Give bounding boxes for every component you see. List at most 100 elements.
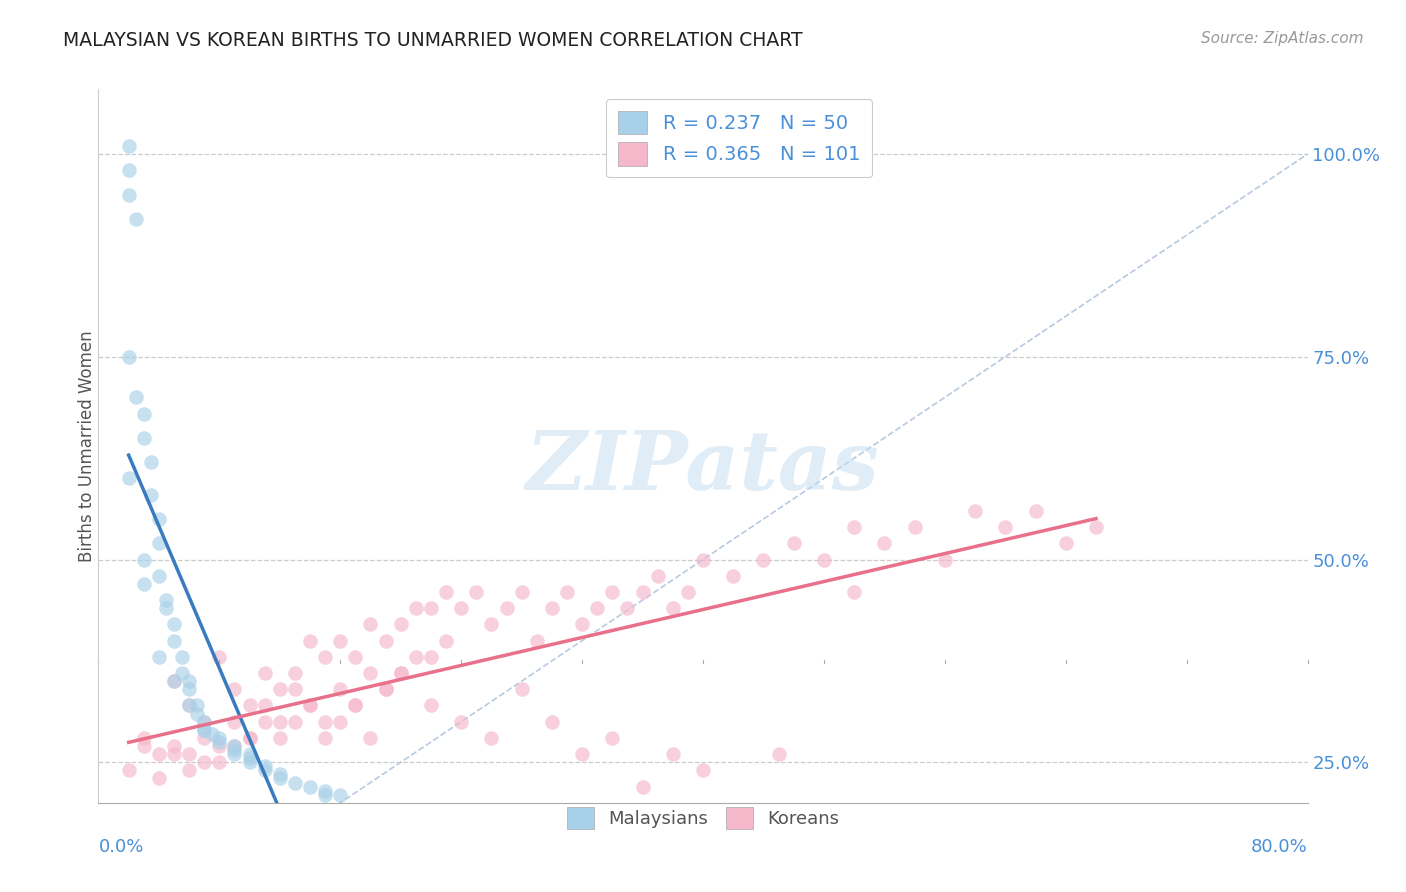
Point [239,731,262,745]
Point [118,764,141,778]
Point [299,633,322,648]
Text: Source: ZipAtlas.com: Source: ZipAtlas.com [1201,31,1364,46]
Point [661,601,683,615]
Point [813,552,835,566]
Point [193,731,215,745]
Point [389,666,412,681]
Point [208,649,231,664]
Point [314,731,336,745]
Point [540,601,562,615]
Point [224,714,246,729]
Point [374,682,396,697]
Point [723,568,745,582]
Point [179,674,201,689]
Point [148,536,170,550]
Point [193,756,215,770]
Point [253,714,276,729]
Point [329,682,352,697]
Point [155,593,177,607]
Point [299,780,322,794]
Point [269,767,291,781]
Point [253,698,276,713]
Point [692,764,714,778]
Point [132,577,155,591]
Point [602,585,624,599]
Point [420,698,443,713]
Point [405,649,427,664]
Point [314,649,336,664]
Point [132,731,155,745]
Point [208,731,231,745]
Point [224,747,246,761]
Point [555,585,578,599]
Point [163,739,186,753]
Point [374,682,396,697]
Point [360,731,382,745]
Point [163,674,186,689]
Point [481,731,503,745]
Point [481,617,503,632]
Point [510,682,533,697]
Point [239,698,262,713]
Point [179,747,201,761]
Point [208,739,231,753]
Point [269,682,291,697]
Point [179,698,201,713]
Text: 0.0%: 0.0% [98,838,143,856]
Point [994,520,1017,534]
Point [389,666,412,681]
Point [148,649,170,664]
Point [586,601,609,615]
Point [571,747,593,761]
Point [253,764,276,778]
Point [186,706,208,721]
Point [163,633,186,648]
Point [141,455,163,469]
Point [934,552,956,566]
Point [163,674,186,689]
Point [179,764,201,778]
Point [344,698,367,713]
Point [118,471,141,485]
Point [186,698,208,713]
Point [873,536,896,550]
Point [253,666,276,681]
Point [284,714,307,729]
Text: 80.0%: 80.0% [1251,838,1308,856]
Y-axis label: Births to Unmarried Women: Births to Unmarried Women [79,330,96,562]
Point [179,698,201,713]
Point [132,407,155,421]
Point [193,714,215,729]
Point [193,723,215,737]
Point [269,731,291,745]
Point [434,633,457,648]
Point [1024,504,1046,518]
Text: ZIPatas: ZIPatas [526,427,880,508]
Point [329,714,352,729]
Point [405,601,427,615]
Point [450,714,472,729]
Point [224,739,246,753]
Point [360,666,382,681]
Point [148,512,170,526]
Point [132,431,155,445]
Point [631,780,654,794]
Point [269,714,291,729]
Point [239,751,262,765]
Point [179,682,201,697]
Point [495,601,517,615]
Point [125,211,148,226]
Point [141,488,163,502]
Point [239,747,262,761]
Point [374,633,396,648]
Point [118,187,141,202]
Point [510,585,533,599]
Point [132,739,155,753]
Point [420,601,443,615]
Legend: Malaysians, Koreans: Malaysians, Koreans [560,800,846,837]
Point [314,783,336,797]
Point [284,775,307,789]
Point [1085,520,1108,534]
Point [344,698,367,713]
Point [602,731,624,745]
